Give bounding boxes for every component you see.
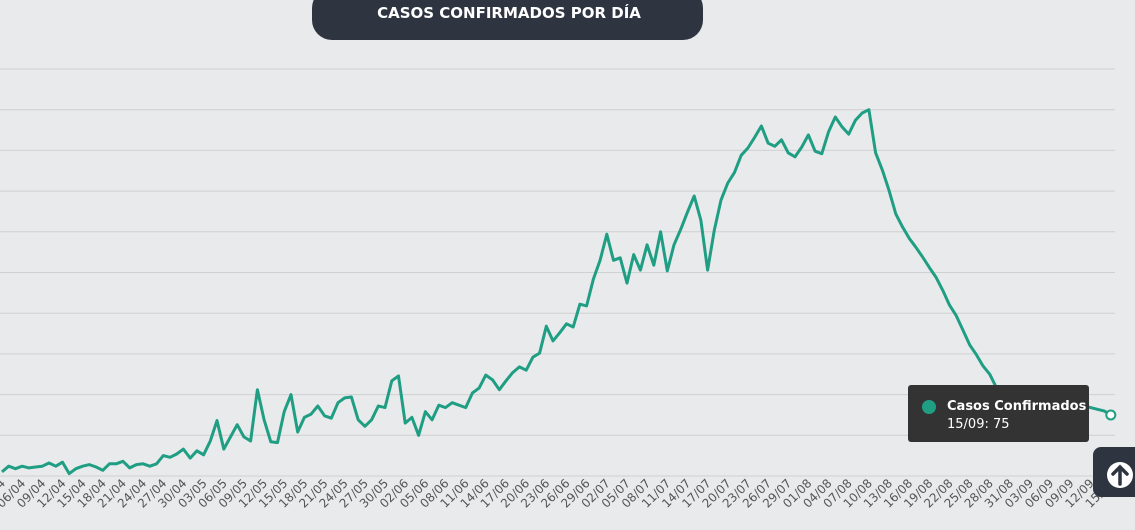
tooltip-swatch	[922, 400, 936, 414]
tooltip-title: Casos Confirmados	[947, 399, 1087, 414]
x-axis: 03/0406/0409/0412/0415/0418/0421/0424/04…	[0, 476, 1117, 510]
tooltip-background	[908, 385, 1089, 442]
tooltip: Casos Confirmados 15/09: 75	[908, 385, 1089, 442]
tooltip-value: 75	[993, 417, 1010, 432]
hover-point	[1105, 409, 1117, 421]
grid	[0, 68, 1115, 477]
tooltip-date: 15/09	[947, 417, 984, 432]
title-background	[312, 0, 703, 40]
series-line	[1, 108, 1112, 476]
chart-title: CASOS CONFIRMADOS POR DÍA	[377, 3, 641, 22]
scroll-top-arrow	[1111, 464, 1129, 486]
tooltip-text: 15/09: 75	[947, 417, 1010, 432]
plot	[1, 108, 1117, 476]
title-pill: CASOS CONFIRMADOS POR DÍA	[312, 0, 703, 40]
scroll-top-button[interactable]	[1093, 447, 1135, 497]
